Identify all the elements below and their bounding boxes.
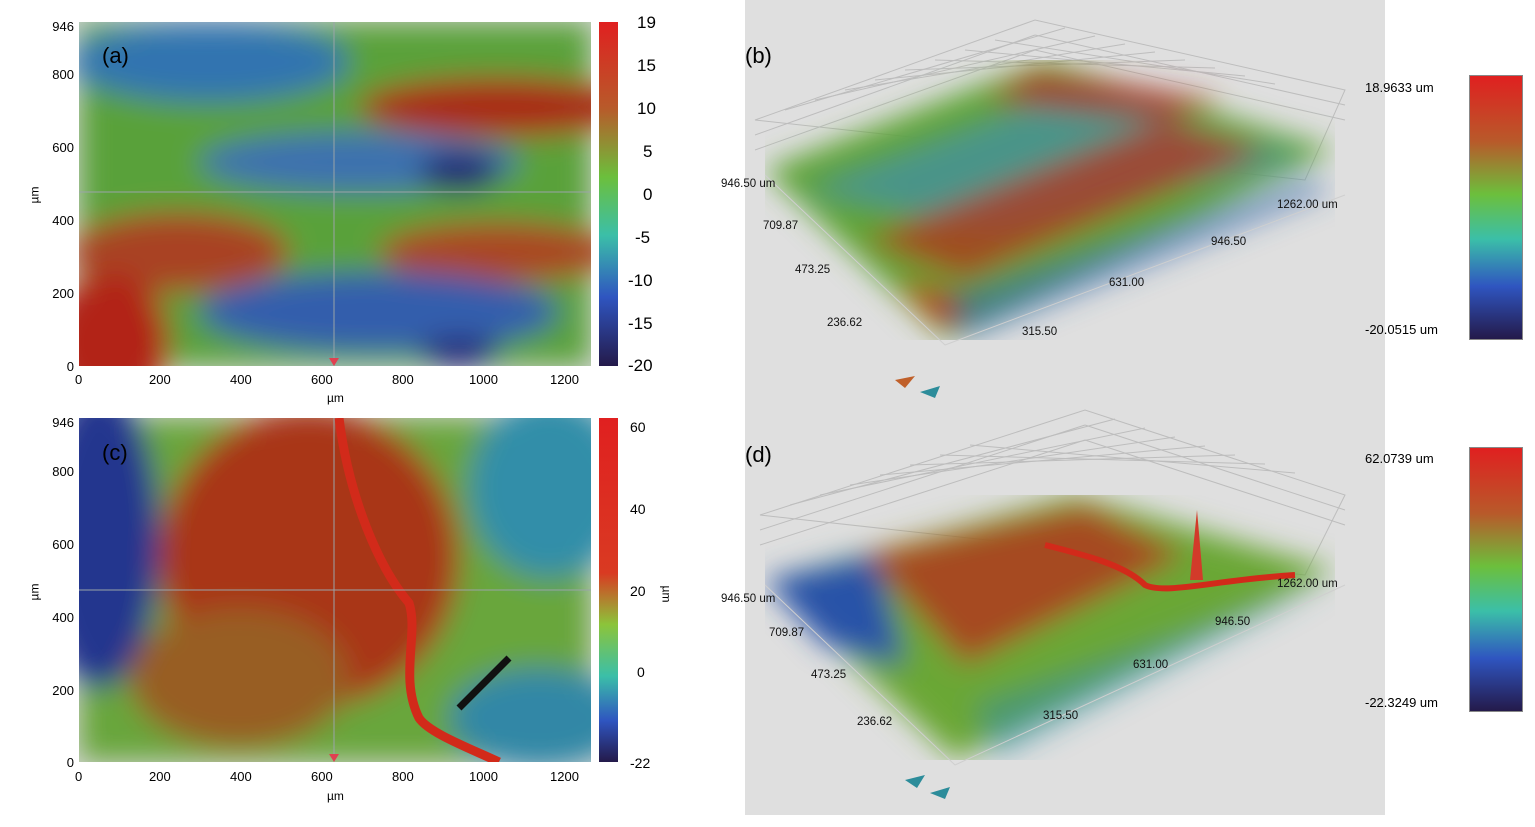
y-tick: 400 [52,213,74,228]
height-map-a [79,22,591,366]
x-tick: 1200 [550,769,579,784]
panel-d: (d) 946.50 um 709.87 473.25 236.62 315.5… [715,405,1535,827]
y-tick: 200 [52,683,74,698]
colorbar-d [1469,447,1523,712]
x-axis-tick: 1262.00 um [1277,578,1338,590]
x-axis-label: µm [327,789,344,803]
colorbar-tick: 19 [637,13,656,32]
x-tick: 800 [392,372,414,387]
y-tick: 600 [52,537,74,552]
colorbar-tick: -15 [628,314,653,333]
height-map-c [79,418,591,762]
x-tick: 600 [311,372,333,387]
colorbar-min: -20.0515 um [1365,322,1438,337]
y-axis-tick: 473.25 [795,264,831,276]
x-axis-label: µm [327,391,344,405]
x-tick: 800 [392,769,414,784]
y-axis-tick: 236.62 [827,317,863,329]
x-tick: 600 [311,769,333,784]
x-axis-tick: 946.50 [1215,616,1251,628]
colorbar-unit: µm [659,585,674,603]
colorbar-a [599,22,618,366]
panel-label-b: (b) [745,43,772,68]
colorbar-max: 62.0739 um [1365,451,1434,466]
y-axis-tick: 946.50 um [721,178,776,190]
x-axis-tick: 631.00 [1109,277,1145,289]
panel-a: (a) 946 800 600 400 200 0 µm 0 200 400 6… [0,0,700,410]
colorbar-tick: 5 [643,142,653,161]
y-tick: 600 [52,140,74,155]
y-axis-tick: 709.87 [769,627,805,639]
x-tick: 400 [230,372,252,387]
colorbar-tick: -5 [635,228,651,247]
panel-label-a: (a) [102,43,129,68]
colorbar-tick: 15 [637,56,656,75]
y-axis-tick: 236.62 [857,716,893,728]
x-axis-tick: 315.50 [1022,326,1058,338]
surface-3d-d [745,405,1385,815]
y-axis-label: µm [27,186,42,204]
surface-3d-b [745,0,1385,405]
colorbar-tick: 10 [637,99,656,118]
y-tick: 946 [52,19,74,34]
x-tick: 200 [149,769,171,784]
x-tick: 400 [230,769,252,784]
colorbar-tick: 40 [630,501,646,517]
y-tick: 800 [52,67,74,82]
x-tick: 200 [149,372,171,387]
x-tick: 1000 [469,372,498,387]
x-tick: 1000 [469,769,498,784]
x-tick: 0 [75,372,83,387]
panel-label-d: (d) [745,442,772,467]
y-tick: 800 [52,464,74,479]
colorbar-tick: -20 [628,356,653,375]
colorbar-c [599,418,618,762]
y-tick: 946 [52,415,74,430]
x-axis-tick: 631.00 [1133,659,1169,671]
y-tick: 0 [66,755,74,770]
colorbar-tick: 0 [643,185,653,204]
x-tick: 1200 [550,372,579,387]
colorbar-tick: -10 [628,271,653,290]
x-axis-tick: 946.50 [1211,236,1247,248]
colorbar-max: 18.9633 um [1365,80,1434,95]
x-axis-tick: 315.50 [1043,710,1079,722]
panel-label-c: (c) [102,440,128,465]
y-axis-label: µm [27,583,42,601]
colorbar-tick: 20 [630,583,646,599]
colorbar-b [1469,75,1523,340]
colorbar-tick: 0 [637,664,645,680]
y-tick: 200 [52,286,74,301]
colorbar-tick: 60 [630,419,646,435]
y-axis-tick: 473.25 [811,669,847,681]
colorbar-min: -22.3249 um [1365,695,1438,710]
y-tick: 0 [66,359,74,374]
panel-c: (c) 946 800 600 400 200 0 µm 0 200 400 6… [0,405,700,827]
x-tick: 0 [75,769,83,784]
y-axis-tick: 709.87 [763,220,799,232]
x-axis-tick: 1262.00 um [1277,199,1338,211]
y-axis-tick: 946.50 um [721,593,776,605]
colorbar-tick: -22 [630,755,651,771]
y-tick: 400 [52,610,74,625]
panel-b: (b) 946.50 um 709.87 473.25 236.62 315.5… [715,0,1535,410]
